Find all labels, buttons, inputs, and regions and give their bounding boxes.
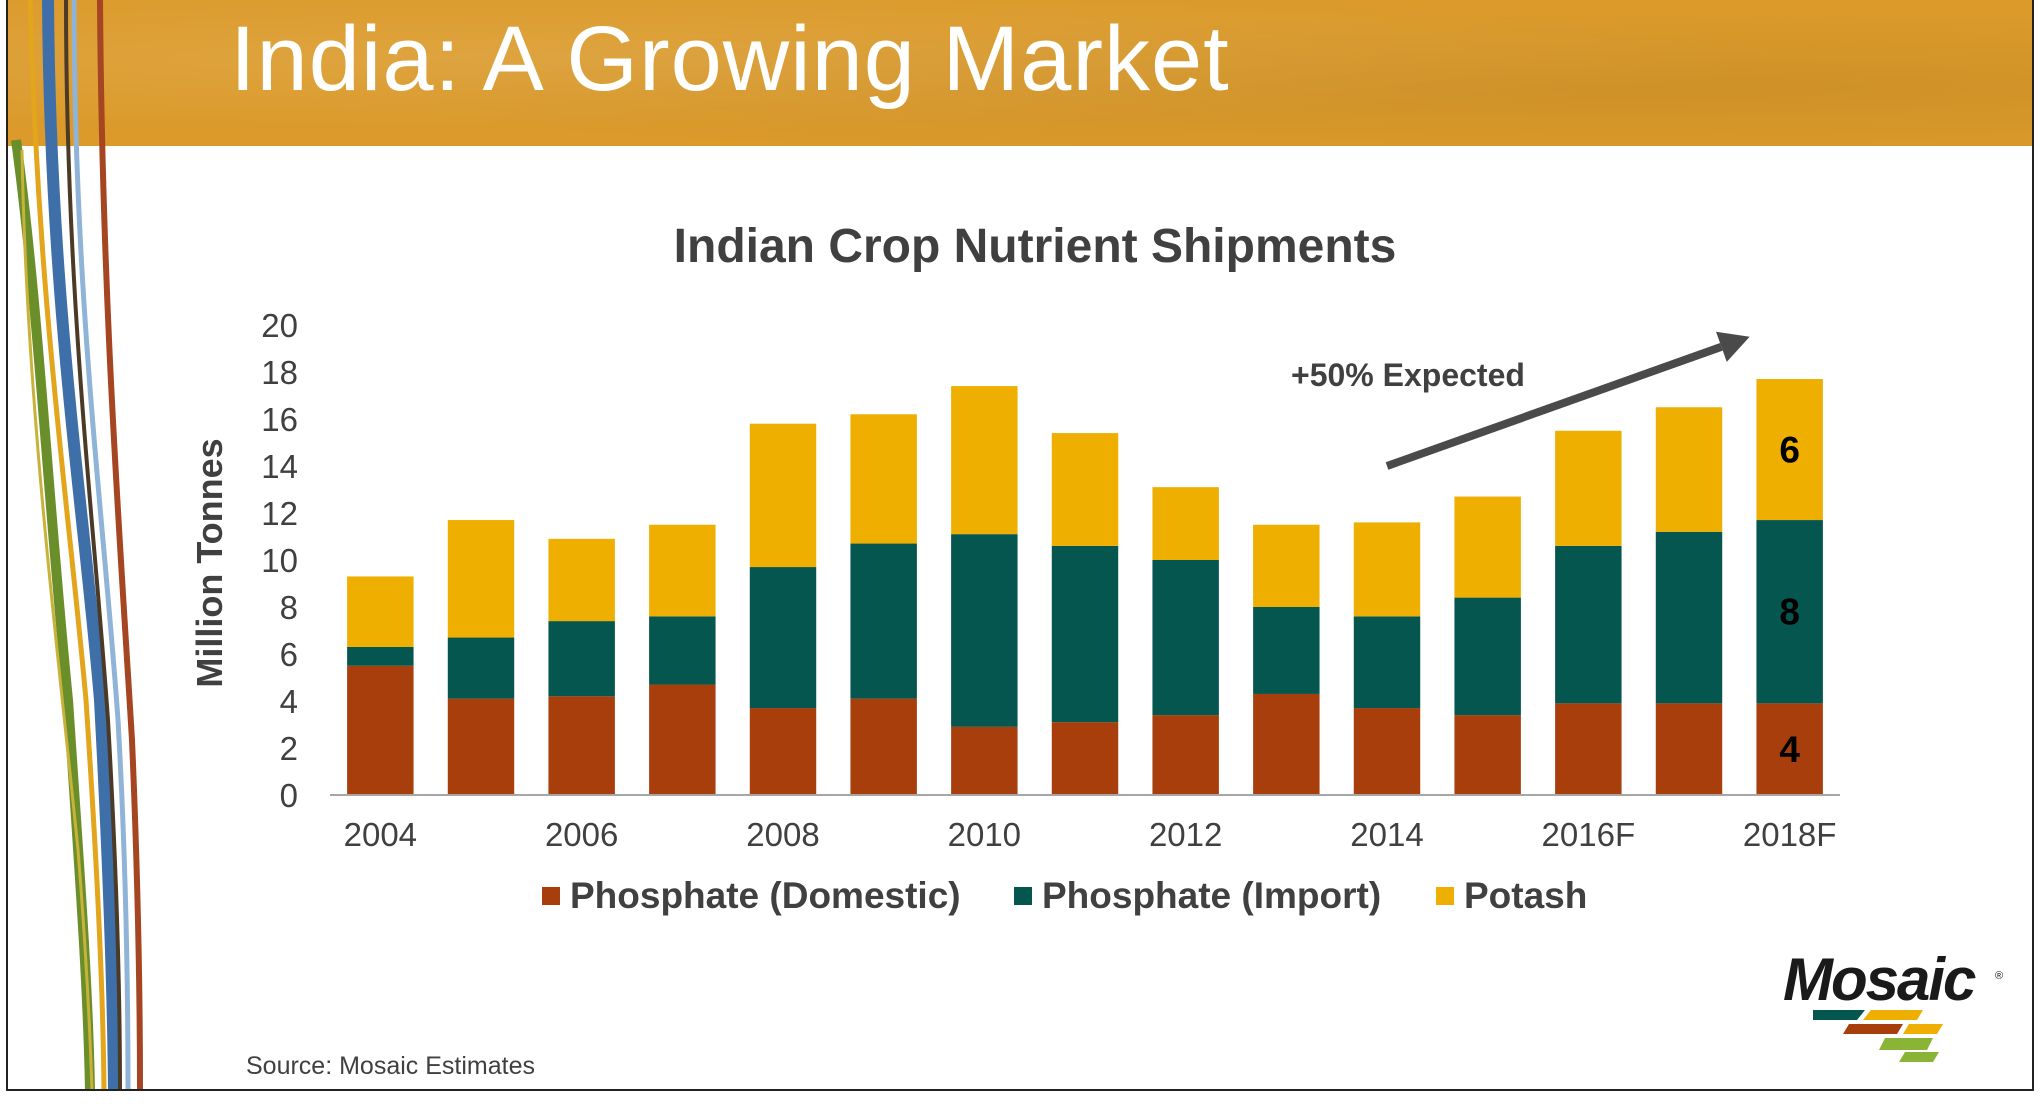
legend-swatch <box>1436 887 1454 905</box>
bar-potash-2005 <box>447 520 515 638</box>
y-tick-label: 6 <box>280 636 298 673</box>
bar-phosphate-domestic-2004 <box>347 665 414 795</box>
logo-registered-mark: ® <box>1995 970 2004 982</box>
header-band <box>8 0 2032 146</box>
legend-label: Phosphate (Import) <box>1042 875 1381 916</box>
y-tick-label: 20 <box>261 307 298 344</box>
bar-phosphate-domestic-2009 <box>850 698 917 795</box>
bar-potash-2018f <box>1756 379 1823 521</box>
bar-phosphate-domestic-2011 <box>1051 722 1119 795</box>
y-tick-label: 16 <box>261 401 298 438</box>
bar-phosphate-import-2009 <box>850 543 917 699</box>
bar-phosphate-import-2006 <box>548 621 615 697</box>
bar-phosphate-domestic-2006 <box>548 696 615 795</box>
bar-phosphate-domestic-2005 <box>447 698 515 795</box>
bar-phosphate-import-2011 <box>1051 545 1119 723</box>
bar-phosphate-import-2018f <box>1756 520 1823 704</box>
annotation: +50% Expected <box>1291 331 1750 470</box>
y-tick-label: 12 <box>261 495 298 532</box>
source-note: Source: Mosaic Estimates <box>246 1052 535 1080</box>
data-label: 8 <box>1779 592 1800 633</box>
bar-phosphate-import-2012 <box>1152 560 1219 716</box>
bar-phosphate-domestic-2015 <box>1454 715 1521 795</box>
y-tick-label: 0 <box>280 777 298 814</box>
bar-potash-2011 <box>1051 433 1119 546</box>
bar-phosphate-import-2010 <box>951 534 1018 727</box>
bar-phosphate-import-2007 <box>649 616 716 685</box>
y-tick-label: 8 <box>280 589 298 626</box>
bar-phosphate-domestic-2018f <box>1756 703 1823 795</box>
x-tick-label: 2006 <box>545 816 618 853</box>
bar-phosphate-domestic-2007 <box>649 684 716 795</box>
bar-phosphate-domestic-2010 <box>951 726 1018 795</box>
x-tick-label: 2010 <box>948 816 1021 853</box>
chart-title: Indian Crop Nutrient Shipments <box>674 220 1397 273</box>
y-axis-ticks: 0 2 4 6 8 10 12 14 16 18 20 <box>261 307 298 814</box>
y-axis-label: Million Tonnes <box>189 438 230 687</box>
x-tick-label: 2012 <box>1149 816 1222 853</box>
bar-potash-2008 <box>749 423 817 568</box>
legend: Phosphate (Domestic) Phosphate (Import) Po… <box>542 875 1587 916</box>
bar-phosphate-domestic-2016f <box>1555 703 1622 795</box>
bar-phosphate-import-2008 <box>749 567 817 709</box>
bar-phosphate-import-2017f <box>1655 531 1723 704</box>
bar-potash-2014 <box>1353 522 1421 617</box>
growth-arrow <box>1385 343 1723 470</box>
bar-phosphate-import-2004 <box>347 646 414 666</box>
mosaic-logo: Mosaic ® <box>1783 946 2013 1065</box>
chart: Indian Crop Nutrient Shipments 0 2 4 6 8 10 12… <box>189 220 1840 916</box>
bars <box>347 379 1823 795</box>
x-tick-label: 2008 <box>746 816 819 853</box>
y-tick-label: 18 <box>261 354 298 391</box>
bar-phosphate-import-2005 <box>447 637 515 699</box>
bar-potash-2015 <box>1454 496 1521 598</box>
y-tick-label: 2 <box>280 730 298 767</box>
legend-label: Phosphate (Domestic) <box>570 875 961 916</box>
annotation-text: +50% Expected <box>1291 357 1525 393</box>
bar-potash-2017f <box>1655 407 1723 532</box>
x-axis-ticks: 2004 2006 2008 2010 2012 2014 2016F 2018F <box>344 816 1837 853</box>
bar-potash-2009 <box>850 414 917 544</box>
y-tick-label: 10 <box>261 542 298 579</box>
bar-potash-2016f <box>1555 430 1622 546</box>
bar-phosphate-import-2013 <box>1253 607 1320 694</box>
bar-phosphate-import-2015 <box>1454 597 1521 716</box>
data-label: 4 <box>1779 729 1800 770</box>
legend-swatch <box>542 887 560 905</box>
logo-mark-icon <box>1813 1010 1943 1062</box>
data-labels: 6 8 4 <box>1779 430 1800 771</box>
x-tick-label: 2004 <box>344 816 417 853</box>
bar-potash-2007 <box>649 524 716 617</box>
bar-potash-2004 <box>347 576 414 647</box>
growth-arrow-head <box>1716 331 1750 362</box>
slide-title: India: A Growing Market <box>230 8 1230 110</box>
legend-label: Potash <box>1464 875 1587 916</box>
bar-phosphate-import-2016f <box>1555 545 1622 704</box>
x-tick-label: 2016F <box>1542 816 1636 853</box>
data-label: 6 <box>1779 430 1800 471</box>
x-tick-label: 2014 <box>1350 816 1423 853</box>
bar-phosphate-domestic-2008 <box>749 708 817 795</box>
bar-phosphate-domestic-2012 <box>1152 715 1219 795</box>
logo-text: Mosaic <box>1783 946 1976 1013</box>
legend-swatch <box>1014 887 1032 905</box>
bar-potash-2006 <box>548 538 615 622</box>
bar-phosphate-domestic-2017f <box>1655 703 1723 795</box>
bar-phosphate-import-2014 <box>1353 616 1421 709</box>
y-tick-label: 4 <box>280 683 298 720</box>
bar-phosphate-domestic-2014 <box>1353 708 1421 795</box>
bar-potash-2012 <box>1152 487 1219 560</box>
decorative-stripes <box>11 0 143 1089</box>
bar-potash-2013 <box>1253 524 1320 607</box>
y-tick-label: 14 <box>261 448 298 485</box>
bar-phosphate-domestic-2013 <box>1253 693 1320 795</box>
slide: India: A Growing Market Indian Crop Nutr… <box>6 0 2034 1091</box>
x-tick-label: 2018F <box>1743 816 1837 853</box>
bar-potash-2010 <box>951 386 1018 535</box>
